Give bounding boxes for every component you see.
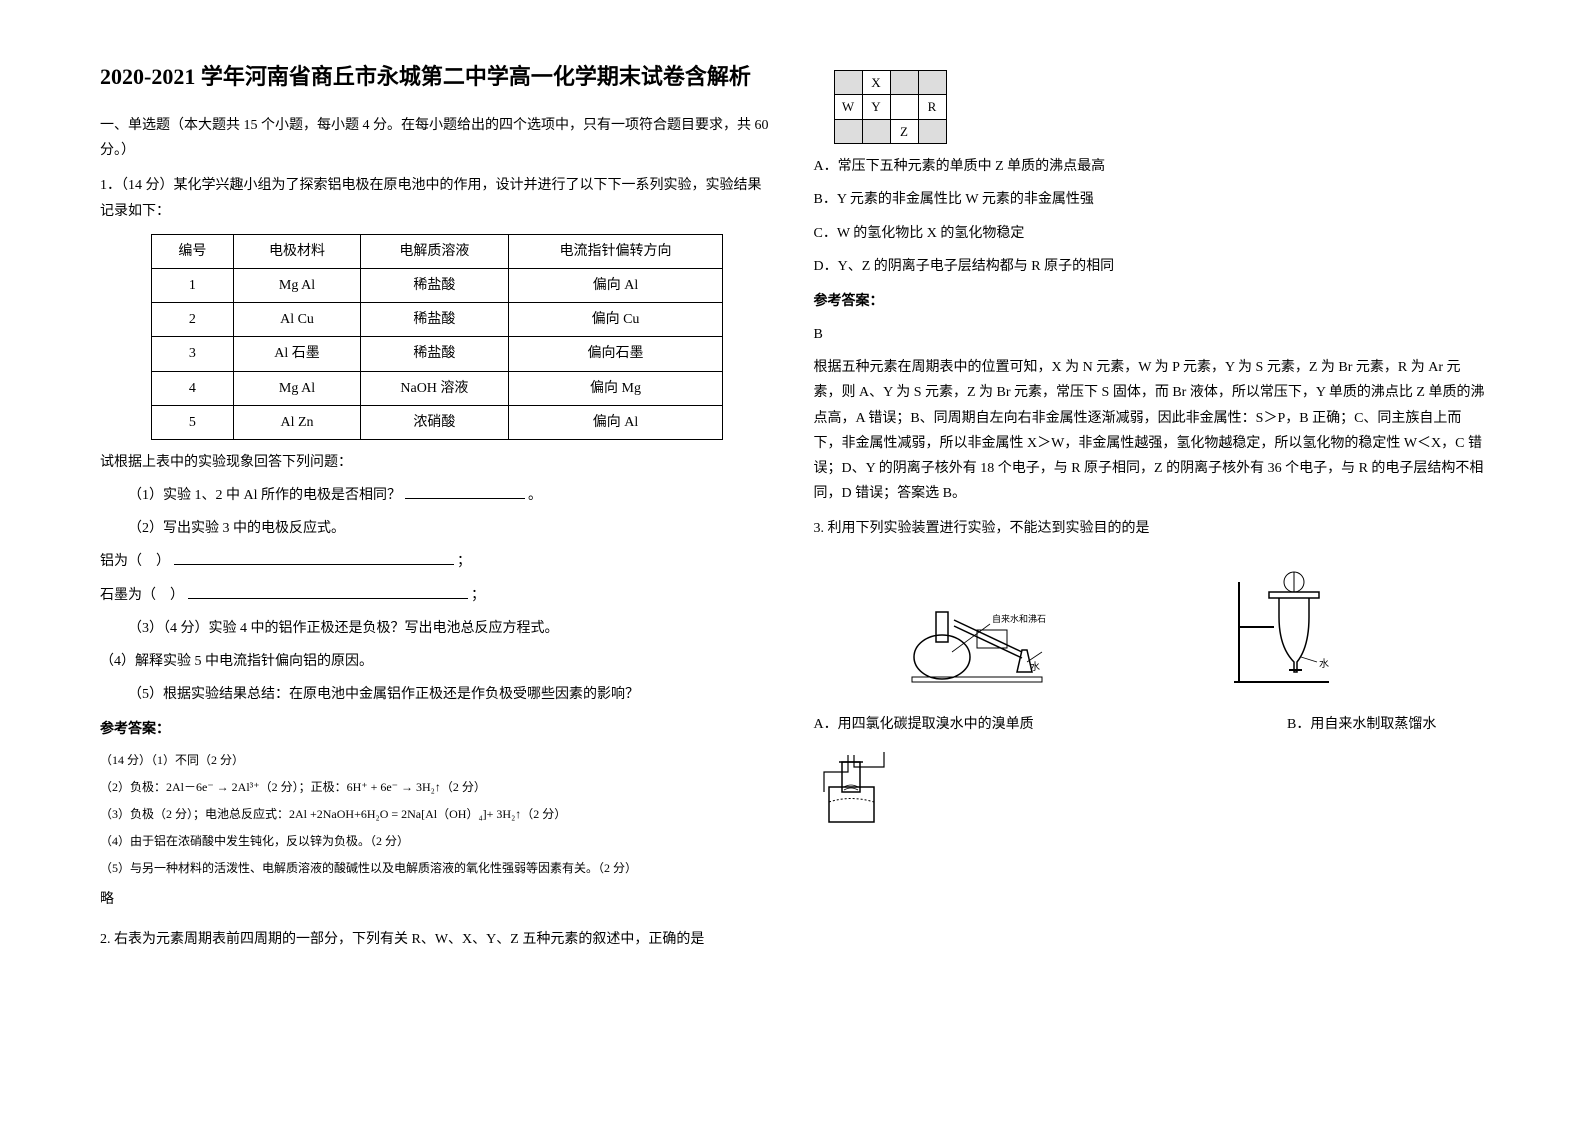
extraction-icon: 水 [1219,562,1419,692]
answer-letter: B [814,322,1488,347]
answer-label: 参考答案： [100,717,774,742]
q1-table: 编号 电极材料 电解质溶液 电流指针偏转方向 1Mg Al稀盐酸偏向 Al 2A… [151,234,723,440]
q3-options-row: A．用四氯化碳提取溴水中的溴单质 B．用自来水制取蒸馏水 [814,712,1488,737]
blank-field [405,485,525,499]
table-row: 1Mg Al稀盐酸偏向 Al [151,268,722,302]
th-2: 电解质溶液 [360,234,508,268]
section-header: 一、单选题（本大题共 15 个小题，每小题 4 分。在每小题给出的四个选项中，只… [100,113,774,163]
q1-sub2: （2）写出实验 3 中的电极反应式。 [100,516,774,541]
option-a: A．常压下五种元素的单质中 Z 单质的沸点最高 [814,154,1488,179]
table-row: 3Al 石墨稀盐酸偏向石墨 [151,337,722,371]
q1-sub2-al: 铝为（ ） ； [100,549,774,574]
q1-sub3: （3）（4 分）实验 4 中的铝作正极还是负极？写出电池总反应方程式。 [100,616,774,641]
figure-c [814,747,1488,846]
q1-sub1: （1）实验 1、2 中 Al 所作的电极是否相同？ 。 [100,483,774,508]
q3-figures: 水 自来水和沸石 水 [814,562,1488,692]
svg-text:水: 水 [1319,658,1329,670]
q3-stem: 3. 利用下列实验装置进行实验，不能达到实验目的的是 [814,516,1488,541]
q1-after-table: 试根据上表中的实验现象回答下列问题： [100,450,774,475]
svg-text:水: 水 [1030,661,1040,673]
skip-text: 略 [100,887,774,912]
svg-text:自来水和沸石: 自来水和沸石 [992,613,1046,624]
explanation: 根据五种元素在周期表中的位置可知，X 为 N 元素，W 为 P 元素，Y 为 S… [814,355,1488,506]
option-b: B．Y 元素的非金属性比 W 元素的非金属性强 [814,187,1488,212]
answer-label: 参考答案： [814,289,1488,314]
q1-sub2-graphite: 石墨为（ ） ； [100,583,774,608]
th-3: 电流指针偏转方向 [509,234,723,268]
q3-opt-b: B．用自来水制取蒸馏水 [1287,712,1487,737]
figure-b: 水 [1219,562,1419,692]
option-d: D．Y、Z 的阴离子电子层结构都与 R 原子的相同 [814,254,1488,279]
q3-opt-a: A．用四氯化碳提取溴水中的溴单质 [814,712,1288,737]
figure-a: 水 自来水和沸石 [882,562,1082,692]
table-row: 2Al Cu稀盐酸偏向 Cu [151,303,722,337]
th-1: 电极材料 [234,234,360,268]
q1-sub5: （5）根据实验结果总结：在原电池中金属铝作正极还是作负极受哪些因素的影响？ [100,682,774,707]
q1-sub4: （4）解释实验 5 中电流指针偏向铝的原因。 [100,649,774,674]
option-c: C．W 的氢化物比 X 的氢化物稳定 [814,221,1488,246]
blank-field [174,551,454,565]
blank-field [188,585,468,599]
periodic-table-fragment: X WYR Z [834,70,947,144]
gas-collection-icon [814,747,904,837]
th-0: 编号 [151,234,234,268]
distillation-icon: 水 自来水和沸石 [882,562,1082,692]
page-title: 2020-2021 学年河南省商丘市永城第二中学高一化学期末试卷含解析 [100,60,774,93]
table-row: 5Al Zn浓硝酸偏向 Al [151,405,722,439]
q1-stem: 1．（14 分）某化学兴趣小组为了探索铝电极在原电池中的作用，设计并进行了以下下… [100,173,774,223]
q2-stem: 2. 右表为元素周期表前四周期的一部分，下列有关 R、W、X、Y、Z 五种元素的… [100,927,774,952]
table-row: 4Mg AlNaOH 溶液偏向 Mg [151,371,722,405]
answer-block: （14 分）（1）不同（2 分） （2）负极：2Al－6e⁻ → 2Al³⁺（2… [100,751,774,879]
